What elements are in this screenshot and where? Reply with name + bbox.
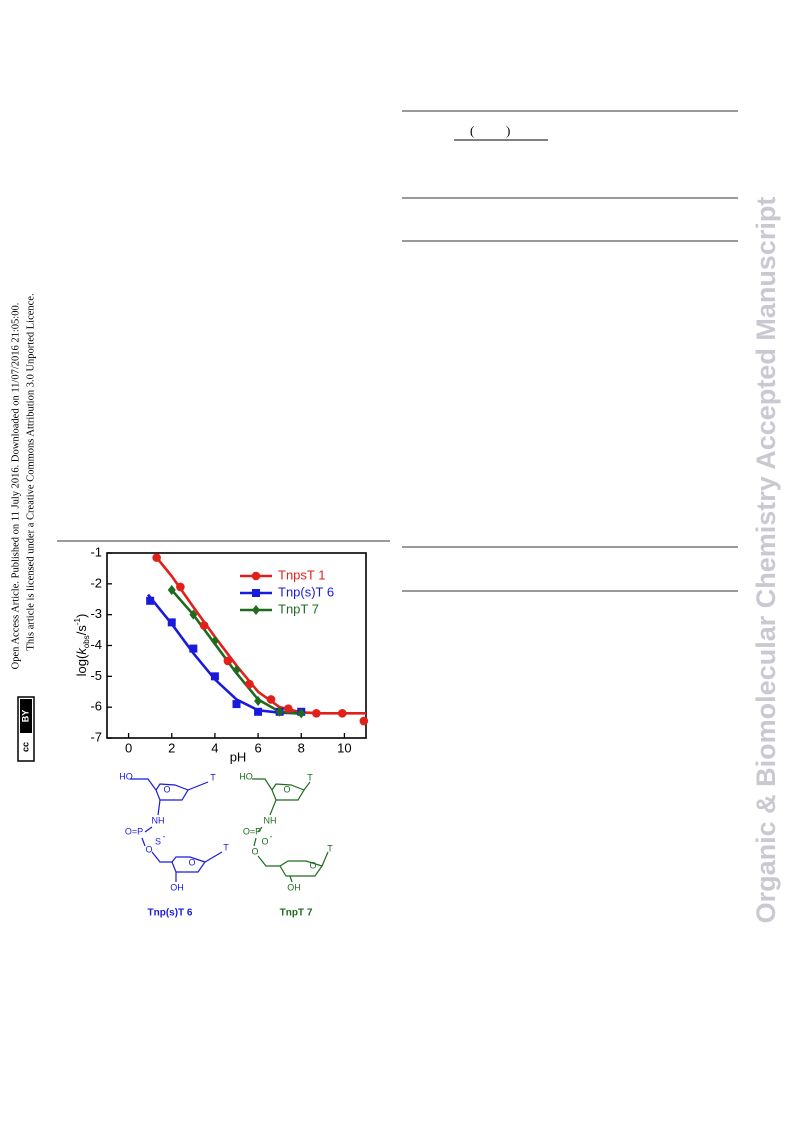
point: [223, 656, 233, 666]
point: [146, 596, 155, 605]
atom-label: O: [283, 784, 290, 794]
legend-marker: [251, 571, 261, 581]
y-tick-label: -4: [90, 637, 102, 652]
point: [232, 665, 241, 676]
paren: (: [470, 123, 474, 138]
x-tick-label: 0: [125, 740, 132, 755]
structure-6: [130, 778, 223, 882]
legend-label: TnpsT 1: [278, 567, 325, 582]
x-tick-label: 8: [298, 740, 305, 755]
point: [312, 709, 321, 718]
atom-label: O: [145, 844, 152, 854]
structure-7: [252, 778, 329, 883]
sidebar-text: This article is licensed under a Creativ…: [25, 293, 36, 650]
legend-label: Tnp(s)T 6: [278, 584, 334, 599]
point: [266, 695, 276, 704]
y-tick-label: -3: [90, 606, 102, 621]
x-tick-label: 10: [337, 740, 351, 755]
y-tick-label: -7: [90, 729, 102, 744]
atom-label: NH: [264, 815, 277, 825]
point: [254, 707, 263, 716]
atom-label: O: [261, 836, 268, 846]
atom-label: T: [210, 772, 216, 782]
y-tick-label: -6: [90, 699, 102, 714]
atom-label: -: [270, 831, 273, 841]
point: [167, 618, 176, 627]
y-label-part: log(: [74, 654, 89, 676]
structure-caption: Tnp(s)T 6: [148, 908, 193, 919]
x-tick-label: 4: [211, 740, 218, 755]
y-label-part: -1: [73, 617, 82, 625]
point: [297, 708, 306, 719]
atom-label: S: [155, 836, 161, 846]
atom-label: HO: [239, 771, 253, 781]
atom-label: O=P: [243, 826, 261, 836]
legend-marker: [252, 589, 260, 597]
y-axis-label: log(kobs/s-1): [73, 614, 91, 677]
atom-label: O=P: [125, 826, 143, 836]
atom-label: T: [307, 772, 313, 782]
y-label-part: obs: [82, 635, 91, 648]
plot-frame: [106, 552, 367, 739]
badge-text: cc: [20, 742, 30, 752]
point: [337, 709, 347, 718]
paren: ): [506, 123, 510, 138]
atom-label: NH: [152, 815, 165, 825]
atom-label: O: [188, 857, 195, 867]
fit-curve: [155, 556, 366, 715]
x-axis-label: pH: [230, 749, 247, 764]
point: [254, 696, 263, 706]
atom-label: T: [327, 843, 333, 853]
atom-label: O: [251, 846, 258, 856]
structure-caption: TnpT 7: [280, 908, 313, 919]
y-tick-label: -2: [90, 575, 102, 590]
point: [189, 609, 198, 620]
cc-badge: BY cc: [17, 696, 35, 762]
y-label-part: k: [74, 647, 89, 655]
atom-label: -: [163, 831, 166, 841]
point: [189, 644, 198, 653]
atom-label: HO: [119, 771, 133, 781]
point: [199, 621, 209, 630]
point: [359, 716, 369, 726]
badge-text: BY: [20, 710, 30, 723]
point: [210, 672, 219, 681]
point: [167, 585, 176, 595]
atom-label: OH: [287, 882, 301, 892]
atom-label: T: [223, 842, 229, 852]
point: [210, 635, 219, 646]
sidebar-text: Open Access Article. Published on 11 Jul…: [10, 303, 21, 670]
point: [275, 706, 284, 717]
point: [176, 582, 185, 592]
y-tick-label: -1: [90, 544, 102, 559]
y-label-part: /s: [74, 625, 89, 636]
x-tick-label: 2: [168, 740, 175, 755]
legend-marker: [252, 605, 260, 615]
atom-label: O: [163, 784, 170, 794]
y-label-part: ): [74, 614, 89, 618]
legend-label: TnpT 7: [278, 601, 319, 616]
point: [245, 679, 254, 689]
x-tick-label: 6: [254, 740, 261, 755]
atom-label: O: [309, 860, 316, 870]
point: [232, 700, 241, 709]
atom-label: OH: [170, 882, 184, 892]
point: [152, 553, 161, 562]
point: [284, 704, 293, 714]
watermark: Organic & Biomolecular Chemistry Accepte…: [751, 197, 781, 924]
y-tick-label: -5: [90, 668, 102, 683]
